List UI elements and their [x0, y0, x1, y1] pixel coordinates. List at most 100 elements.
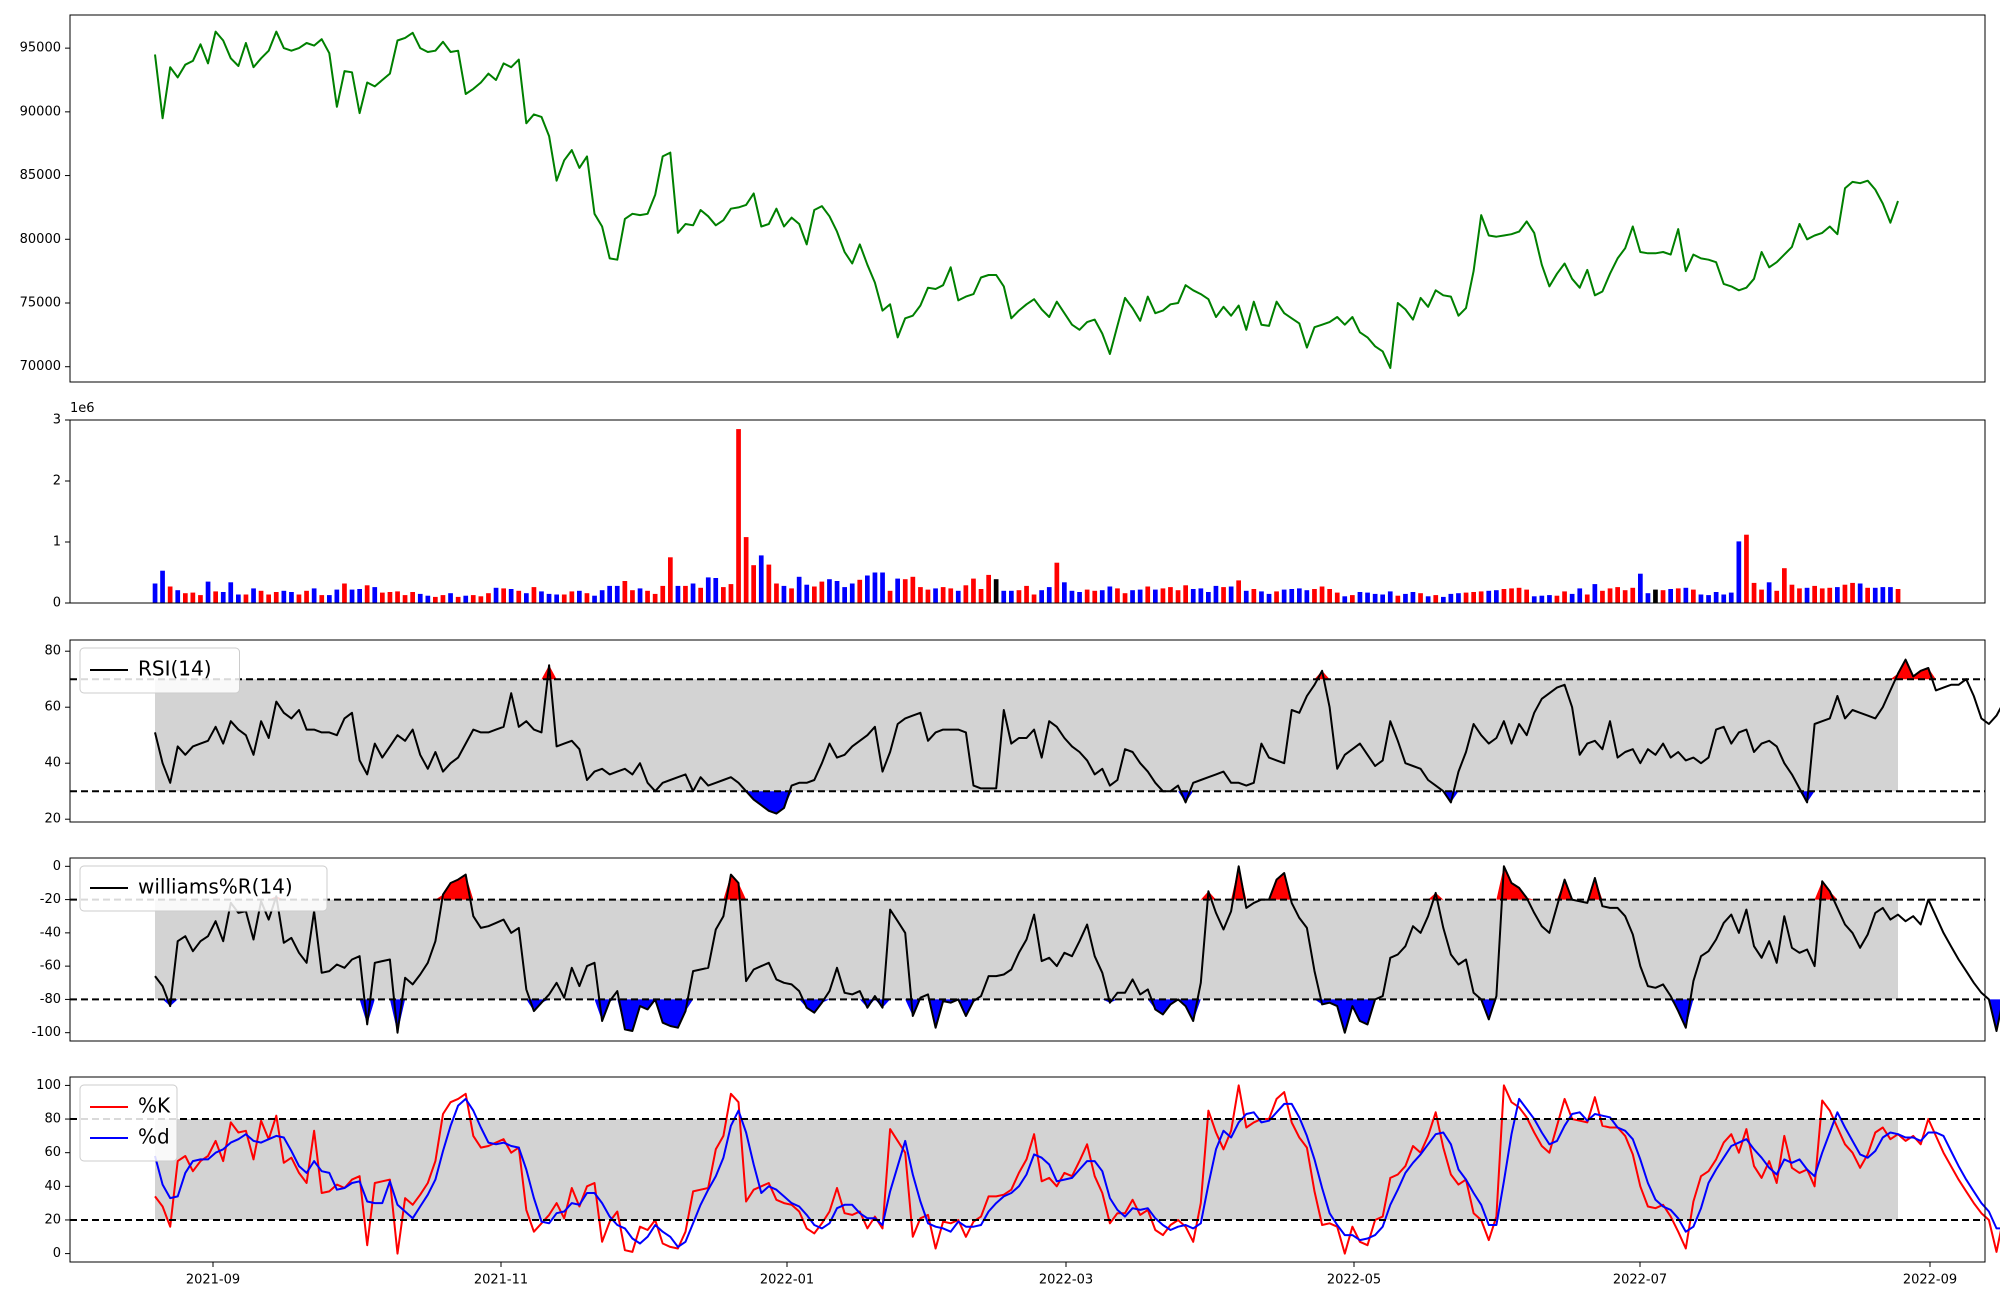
volume-bar	[721, 587, 726, 603]
stochastic-ytick-label: 100	[36, 1078, 61, 1093]
volume-bar	[289, 592, 294, 603]
volume-bar	[1160, 588, 1166, 603]
williams-ytick-label: -20	[40, 892, 61, 907]
volume-bar	[311, 588, 317, 603]
williams-axes-frame	[69, 857, 1986, 1042]
volume-bar	[781, 585, 787, 603]
volume-bar	[1721, 594, 1727, 603]
volume-bar	[1441, 596, 1446, 603]
volume-bar	[1607, 588, 1613, 603]
volume-axes-frame	[69, 419, 1986, 604]
volume-bar	[1365, 592, 1370, 603]
volume-bar	[622, 581, 628, 603]
volume-bar	[228, 582, 234, 603]
rsi-overbought-fill	[155, 659, 2000, 680]
williams-ytick-label: 0	[53, 859, 61, 874]
volume-bar	[955, 590, 961, 603]
volume-bar	[1888, 587, 1893, 603]
rsi-axes-frame	[69, 639, 1986, 823]
volume-bar	[1615, 587, 1620, 603]
volume-bar	[342, 583, 347, 603]
volume-bar	[645, 590, 650, 603]
stochastic-ytick-label: 60	[44, 1145, 61, 1160]
volume-bar	[683, 585, 688, 603]
volume-ytick-label: 1	[53, 535, 61, 550]
volume-bar	[1524, 589, 1529, 603]
volume-bar	[524, 593, 529, 603]
volume-bar	[796, 576, 802, 603]
volume-bar	[963, 585, 969, 603]
stochastic-legend-box	[79, 1084, 178, 1162]
volume-bar	[243, 594, 249, 603]
date-xtick-label: 2021-09	[186, 1273, 240, 1288]
volume-bar	[1660, 590, 1666, 603]
volume-bar	[1046, 587, 1052, 603]
volume-bar	[1107, 586, 1113, 603]
volume-bar	[736, 429, 741, 603]
volume-bar	[1175, 590, 1181, 603]
volume-bar	[236, 594, 241, 603]
volume-bar	[1645, 593, 1651, 603]
date-xtick-label: 2022-07	[1613, 1273, 1667, 1288]
volume-bar	[448, 593, 453, 603]
volume-bar	[425, 595, 431, 603]
rsi-legend-label: RSI(14)	[138, 657, 212, 681]
stochastic-legend-label: %d	[138, 1125, 170, 1149]
volume-bar	[1387, 591, 1393, 603]
date-xtick-label: 2022-01	[760, 1273, 814, 1288]
volume-bar	[554, 594, 559, 603]
volume-bar	[827, 579, 832, 603]
volume-bar	[1084, 589, 1090, 603]
volume-bar	[1069, 590, 1075, 603]
williams-ytick-label: -80	[40, 992, 61, 1007]
volume-bar	[334, 589, 340, 603]
volume-bar	[1334, 592, 1340, 603]
stochastic-ytick-label: 20	[44, 1212, 61, 1227]
volume-bar	[1562, 591, 1567, 603]
volume-bar	[592, 595, 597, 603]
volume-bar	[1744, 534, 1749, 603]
volume-bar	[470, 595, 476, 603]
volume-bar	[1130, 590, 1135, 603]
volume-bar	[410, 592, 415, 603]
volume-bar	[198, 595, 203, 603]
rsi-legend-box	[79, 647, 240, 694]
volume-bar	[986, 574, 991, 603]
volume-bar	[266, 594, 271, 603]
volume-bar	[766, 564, 772, 603]
williams-oversold-fill	[155, 999, 2000, 1033]
volume-bar	[1062, 582, 1067, 603]
williams-legend-box	[79, 865, 328, 912]
volume-bar	[152, 583, 158, 603]
volume-bar	[569, 591, 575, 603]
volume-offset-label: 1e6	[70, 401, 95, 416]
volume-bar	[1281, 589, 1287, 603]
volume-bar	[774, 583, 779, 603]
volume-bar	[630, 590, 635, 603]
williams-overbought-fill	[155, 866, 2000, 900]
volume-bar	[705, 577, 711, 603]
volume-bar	[1433, 595, 1439, 603]
volume-bar	[183, 593, 188, 603]
volume-bar	[1759, 589, 1764, 603]
volume-bar	[1653, 589, 1658, 603]
volume-bar	[380, 592, 385, 603]
volume-bar	[993, 579, 999, 603]
volume-bar	[1054, 562, 1060, 603]
volume-bar	[1092, 590, 1098, 603]
volume-bar	[1198, 588, 1204, 603]
volume-bar	[1122, 593, 1128, 603]
volume-bar	[842, 587, 847, 603]
volume-bar	[1812, 585, 1817, 603]
volume-bar	[865, 575, 870, 603]
volume-bar	[713, 578, 719, 603]
volume-bar	[925, 589, 931, 603]
volume-bar	[849, 583, 855, 603]
rsi-ytick-label: 40	[44, 756, 61, 771]
volume-bar	[584, 593, 590, 603]
volume-bar	[1668, 589, 1673, 603]
volume-bar	[675, 585, 681, 603]
date-xtick-label: 2022-09	[1903, 1273, 1957, 1288]
volume-bar	[1774, 590, 1780, 603]
